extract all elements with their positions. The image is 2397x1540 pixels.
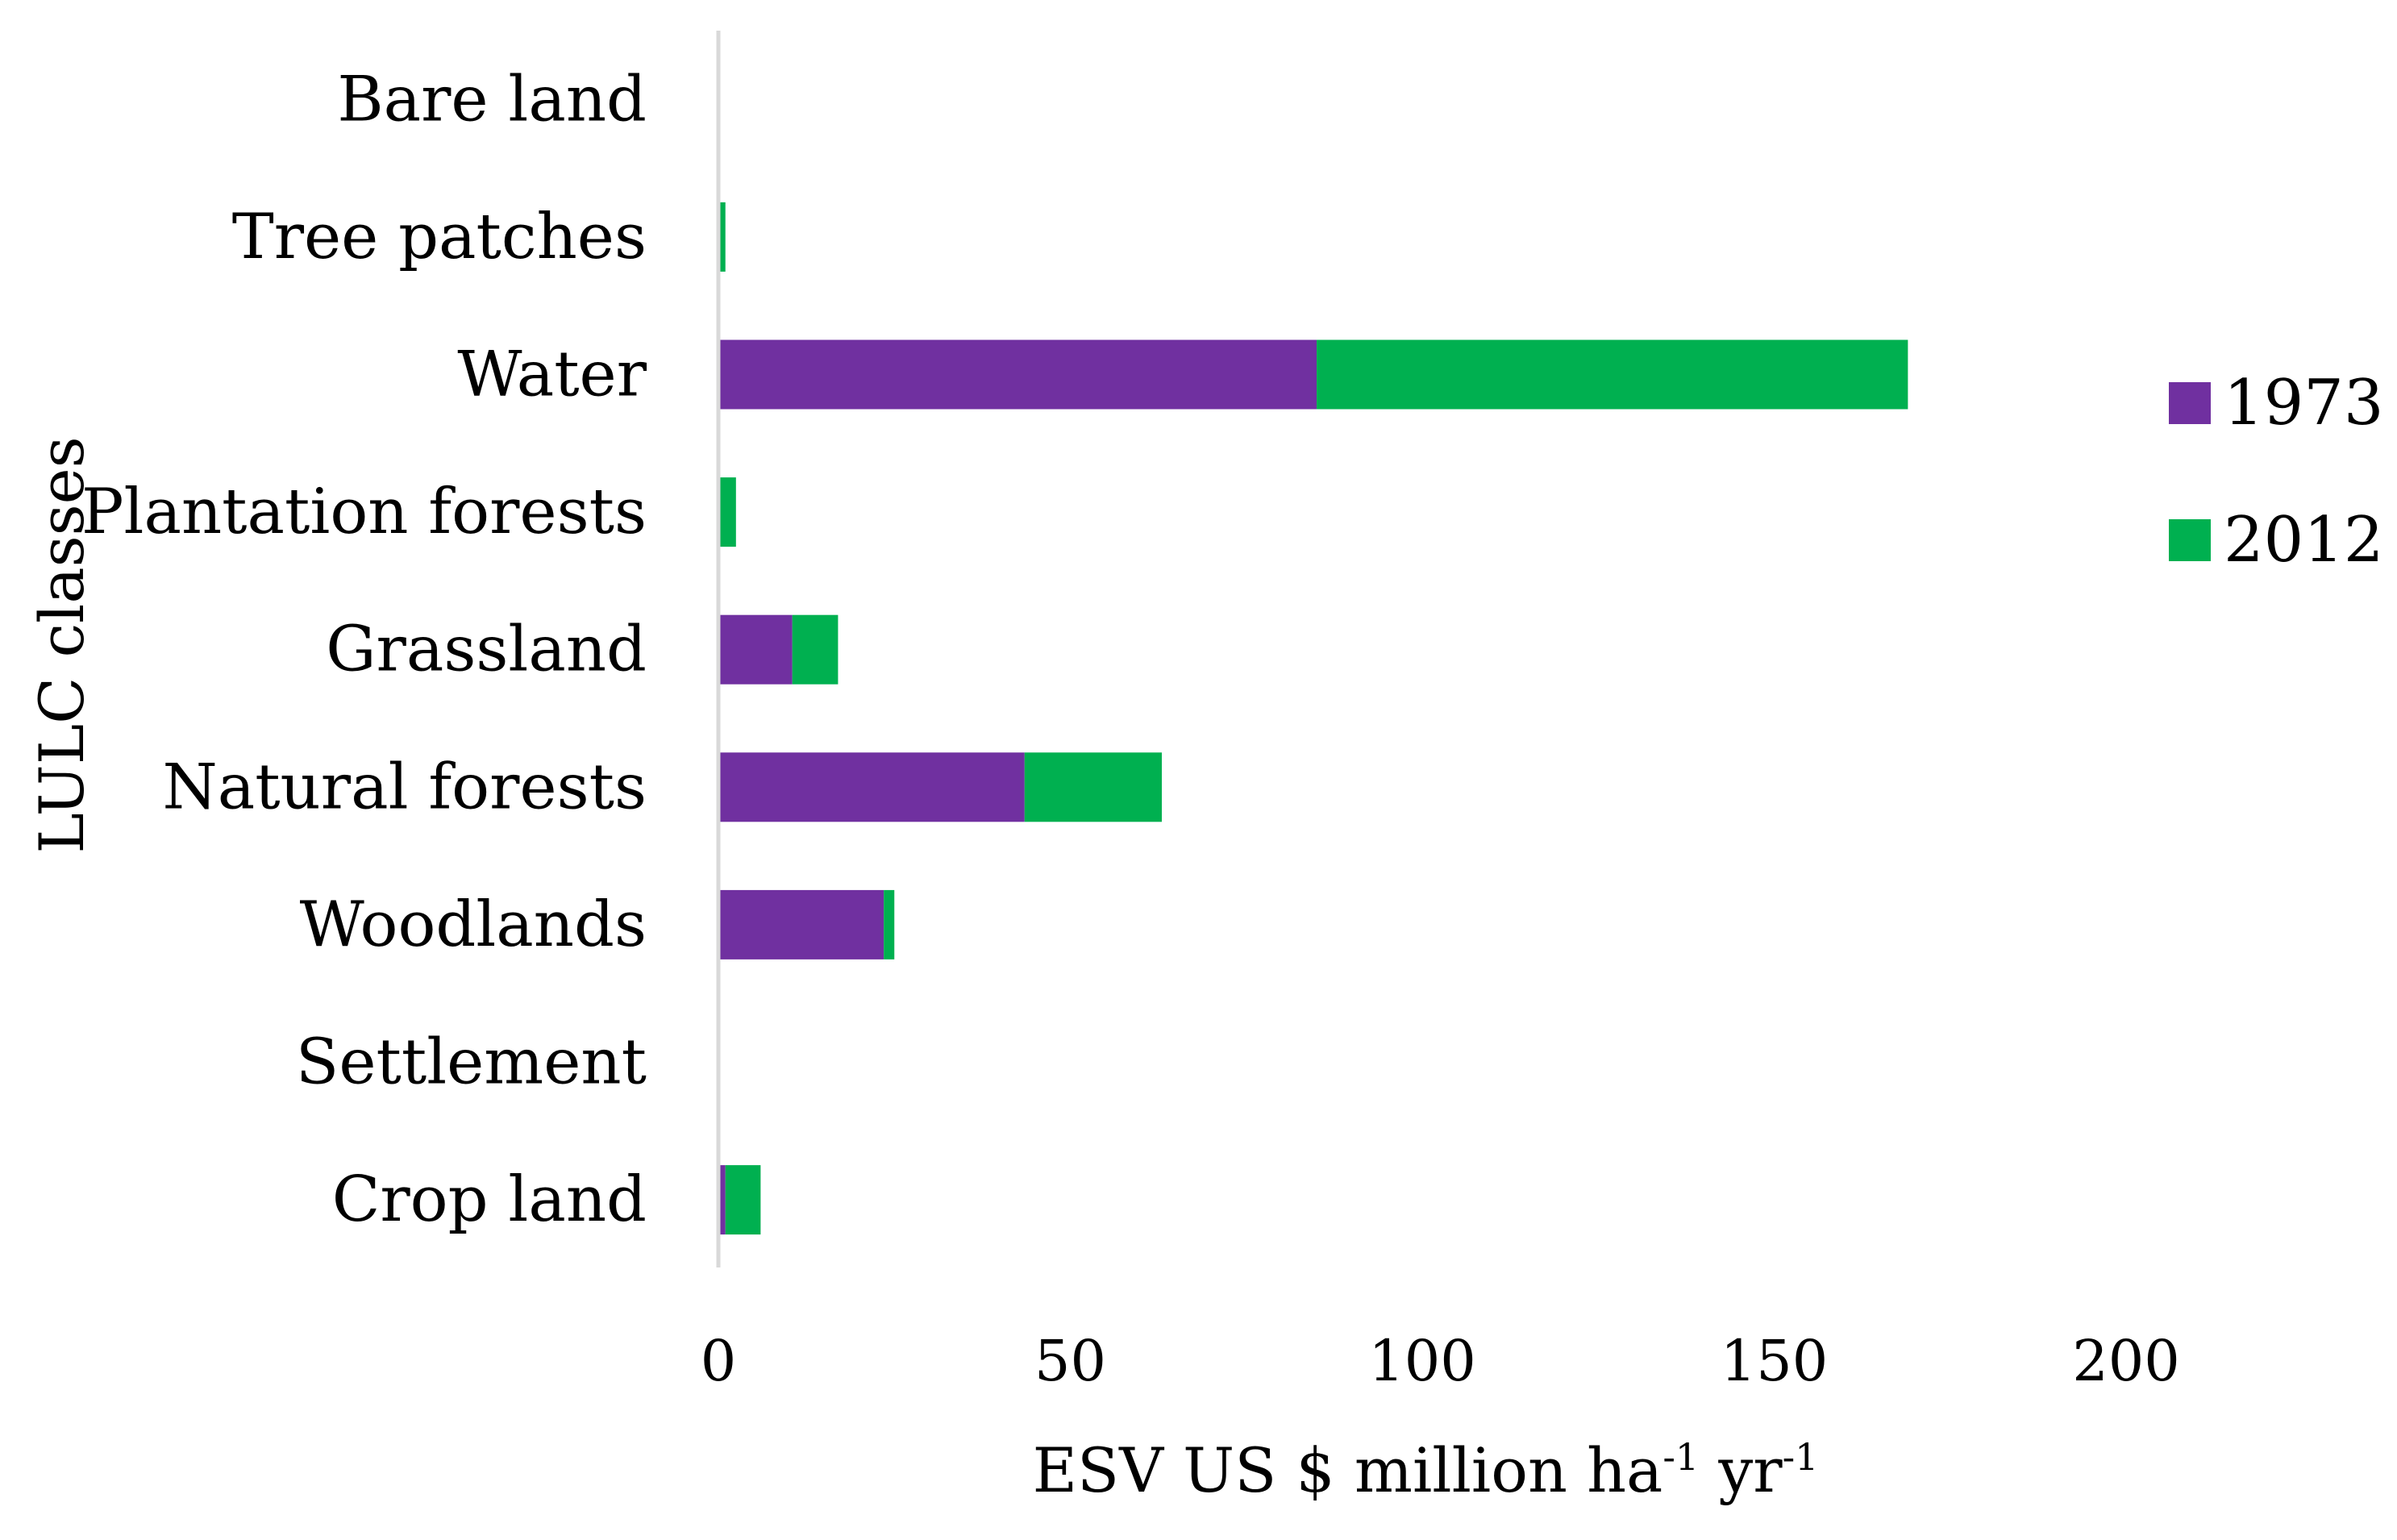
bar-woodlands-series-1 (884, 889, 895, 959)
x-tick-label: 150 (1721, 1328, 1829, 1394)
x-axis-title-part: yr (1699, 1434, 1783, 1506)
x-tick-label: 0 (701, 1328, 737, 1394)
category-label: Grassland (326, 614, 647, 686)
x-tick-label: 100 (1368, 1328, 1476, 1394)
category-label: Natural forests (162, 751, 647, 823)
bar-natural-forests-series-1 (1024, 752, 1162, 822)
bar-plantation-forests-series-1 (718, 477, 736, 547)
bar-water-series-1 (1317, 339, 1908, 410)
category-label: Woodlands (300, 889, 647, 961)
bar-grassland-series-1 (792, 614, 839, 685)
category-label: Bare land (337, 63, 647, 135)
legend-label: 1973 (2224, 367, 2384, 439)
bar-tree-patches-series-1 (718, 202, 726, 272)
x-axis-title-part: ESV US $ million ha (1033, 1434, 1663, 1506)
bar-grassland-series-0 (718, 614, 793, 685)
bar-crop-land-series-0 (718, 1165, 726, 1235)
category-label: Water (457, 339, 647, 411)
category-label: Tree patches (232, 201, 647, 273)
x-tick-labels: 0 50 100 150 200 (701, 1328, 2180, 1394)
y-axis-title: LULC classes (26, 436, 98, 853)
bar-woodlands-series-0 (718, 889, 884, 959)
category-label: Plantation forests (81, 476, 647, 548)
x-tick-label: 200 (2072, 1328, 2180, 1394)
category-label: Settlement (296, 1026, 647, 1099)
bar-crop-land-series-1 (725, 1165, 761, 1235)
x-axis-title-superscript: -1 (1663, 1435, 1699, 1479)
category-label: Crop land (332, 1163, 647, 1236)
legend-label: 2012 (2224, 504, 2384, 576)
bar-water-series-0 (718, 339, 1317, 410)
legend-swatch (2169, 382, 2211, 424)
category-labels: Bare land Tree patches Water Plantation for… (81, 63, 647, 1236)
legend-swatch (2169, 519, 2211, 561)
x-tick-label: 50 (1034, 1328, 1106, 1394)
bar-natural-forests-series-0 (718, 752, 1025, 822)
bars (718, 202, 1908, 1235)
x-axis-title: ESV US $ million ha-1 yr-1 (1033, 1434, 1819, 1506)
legend: 1973 2012 (2169, 367, 2384, 576)
x-axis-title-superscript: -1 (1783, 1435, 1819, 1479)
